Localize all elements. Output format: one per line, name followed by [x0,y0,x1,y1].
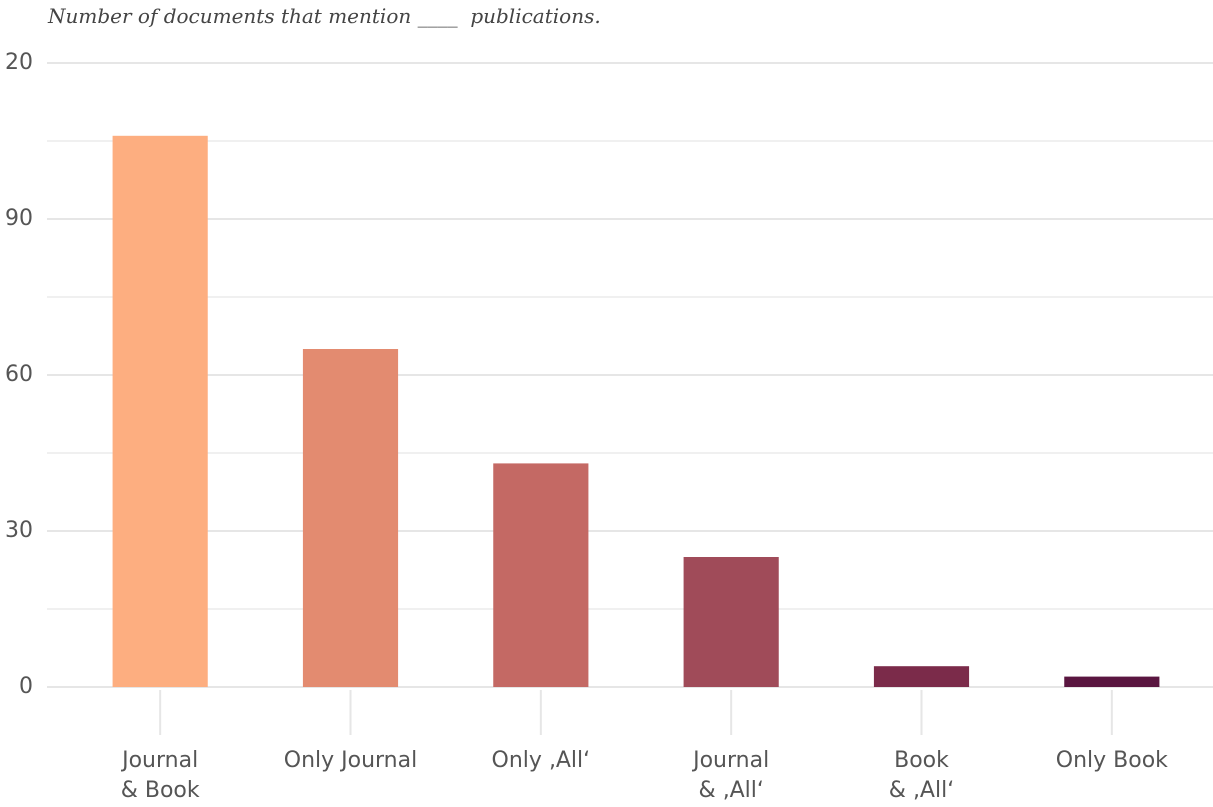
x-tick-label: Only ‚All‘ [491,748,591,773]
y-tick-label: 60 [5,362,33,387]
bar [302,349,399,687]
x-tick-label: Book & ‚All‘ [888,748,955,803]
y-tick-label: 20 [5,50,33,75]
y-tick-label: 0 [19,674,33,699]
chart-subtitle: Number of documents that mention ____ pu… [48,4,601,28]
x-tick-label: Journal & Book [120,748,200,803]
bar [493,463,589,687]
bar [683,557,779,687]
bar [873,666,970,687]
y-tick-label: 90 [5,206,33,231]
x-tick-label: Journal & ‚All‘ [693,748,770,803]
x-tick-label: Only Book [1055,748,1168,773]
bar [112,135,208,688]
x-tick-label: Only Journal [283,748,418,773]
y-tick-label: 30 [5,518,33,543]
bar [1064,676,1160,687]
